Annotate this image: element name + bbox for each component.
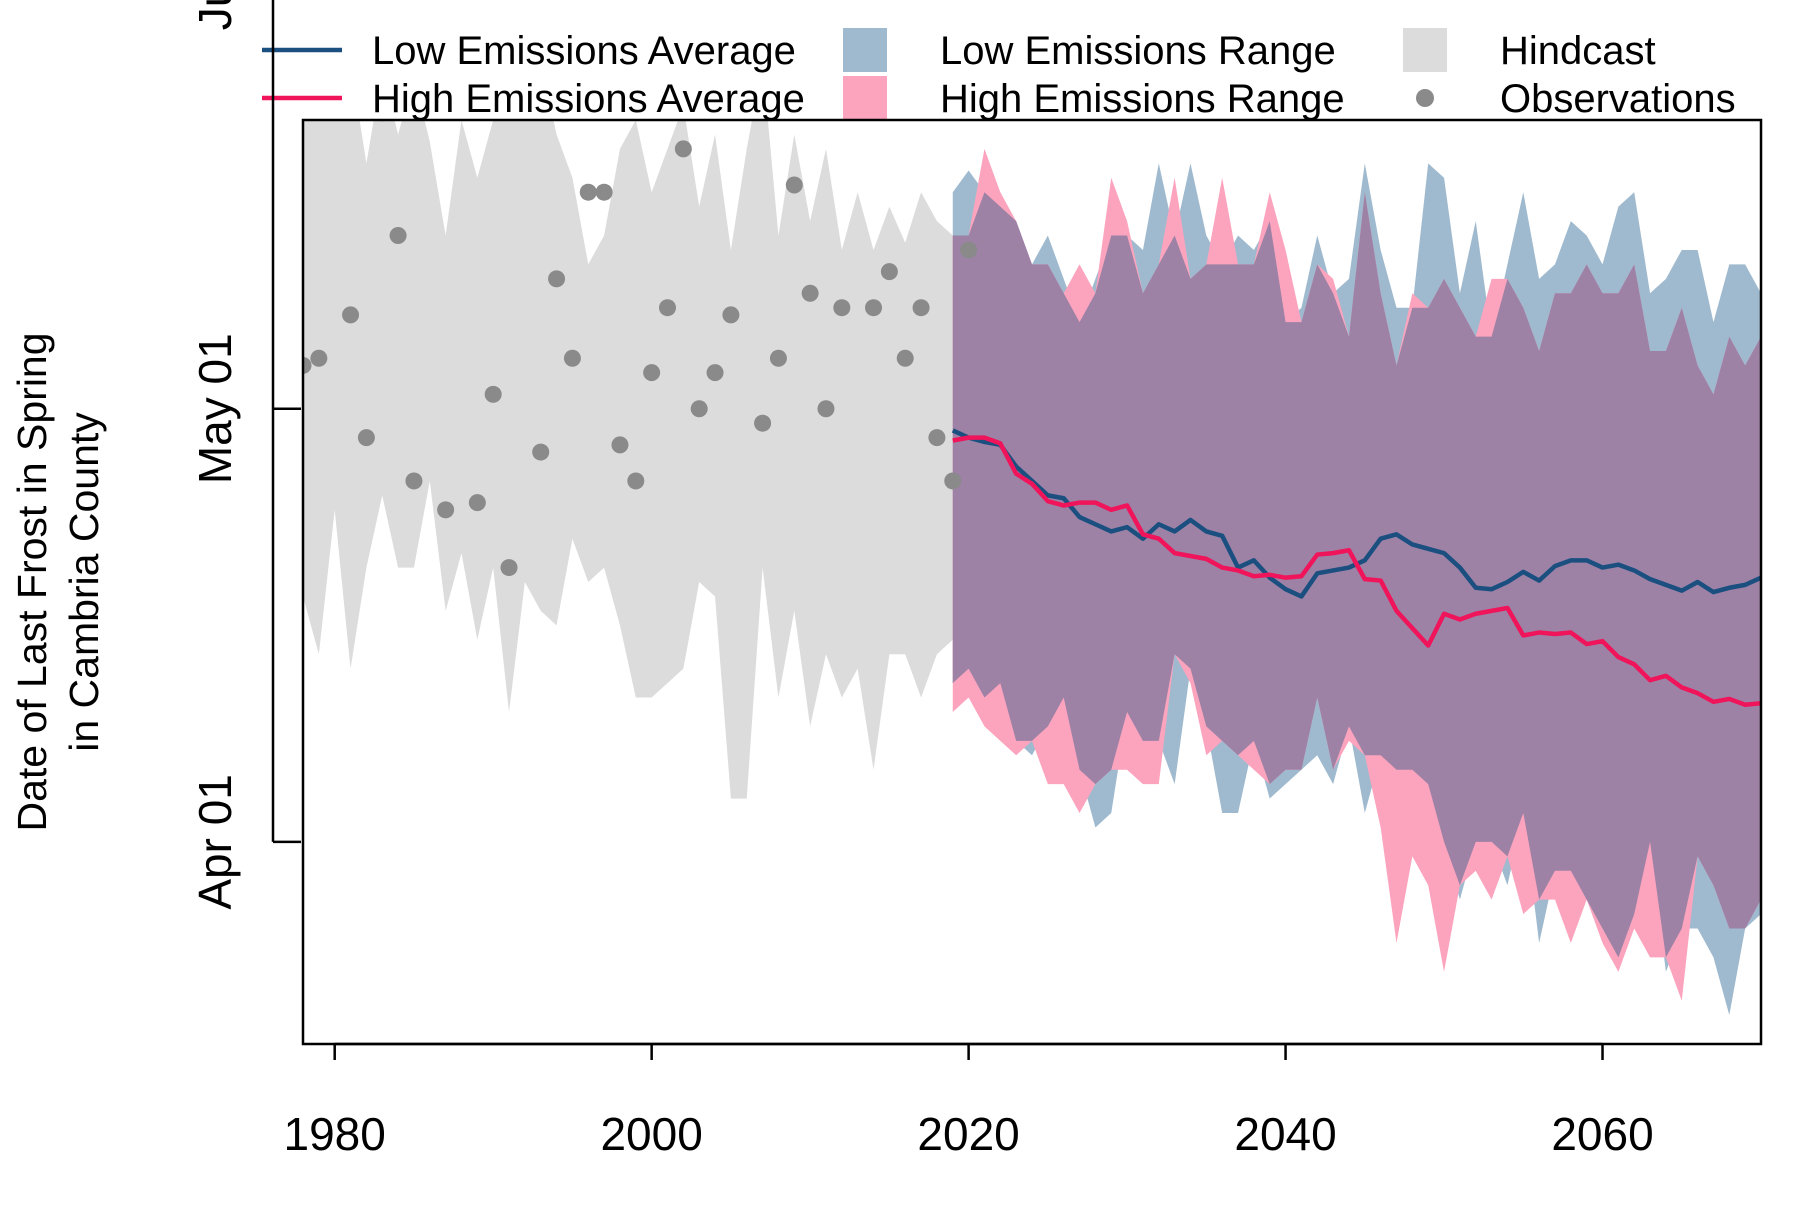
legend-label: High Emissions Average bbox=[372, 77, 805, 121]
observation-point bbox=[912, 299, 930, 317]
observation-point bbox=[563, 349, 581, 367]
observation-point bbox=[690, 400, 708, 418]
legend-swatch-band bbox=[843, 76, 887, 120]
x-tick-label: 2040 bbox=[1234, 1108, 1336, 1160]
observation-point bbox=[389, 227, 407, 244]
observation-point bbox=[659, 299, 676, 317]
x-tick-label: 2000 bbox=[600, 1108, 702, 1160]
observation-point bbox=[801, 284, 819, 302]
legend-label: Hindcast bbox=[1500, 29, 1656, 73]
legend-swatch-band bbox=[843, 28, 887, 72]
observation-point bbox=[579, 183, 597, 201]
observation-point bbox=[880, 263, 898, 281]
x-tick-label: 2020 bbox=[917, 1108, 1019, 1160]
observation-point bbox=[611, 436, 629, 454]
observation-point bbox=[928, 429, 946, 447]
observation-point bbox=[500, 559, 518, 577]
observation-point bbox=[627, 472, 645, 490]
x-tick-label: 2060 bbox=[1551, 1108, 1653, 1160]
observation-point bbox=[310, 349, 328, 367]
observation-point bbox=[674, 140, 692, 158]
observation-point bbox=[342, 306, 360, 324]
observation-point bbox=[405, 472, 423, 490]
hindcast-band bbox=[303, 120, 953, 799]
observation-point bbox=[357, 429, 375, 447]
legend-swatch-point bbox=[1416, 89, 1434, 107]
y-axis-label: Date of Last Frost in Spring in Cambria … bbox=[9, 332, 107, 831]
y-tick-label: Jun 01 bbox=[189, 0, 241, 30]
legend-label: Low Emissions Average bbox=[372, 29, 796, 73]
plot-area bbox=[303, 120, 1761, 1016]
observation-point bbox=[437, 501, 455, 519]
legend-label: Observations bbox=[1500, 77, 1736, 121]
observation-point bbox=[532, 443, 550, 461]
observation-point bbox=[865, 299, 883, 317]
y-tick-label: Apr 01 bbox=[189, 774, 241, 910]
observation-point bbox=[833, 299, 851, 317]
y-tick-label: May 01 bbox=[189, 333, 241, 484]
y-axis-label-line-2: in Cambria County bbox=[61, 412, 107, 752]
observation-point bbox=[960, 241, 978, 259]
observation-point bbox=[817, 400, 835, 418]
y-axis: Apr 01 May 01 Jun 01 bbox=[189, 0, 301, 910]
legend-label: Low Emissions Range bbox=[940, 29, 1336, 73]
observation-point bbox=[896, 349, 914, 367]
x-tick-label: 1980 bbox=[284, 1108, 386, 1160]
observation-point bbox=[754, 414, 772, 432]
observation-point bbox=[944, 472, 962, 490]
observation-point bbox=[468, 494, 486, 512]
observation-point bbox=[303, 356, 312, 374]
legend-swatch-band bbox=[1403, 28, 1447, 72]
x-axis: 1980 2000 2020 2040 2060 bbox=[284, 1042, 1654, 1160]
observation-point bbox=[548, 270, 566, 288]
range-overlap-band bbox=[952, 192, 1761, 958]
observation-point bbox=[595, 183, 613, 201]
legend-label: High Emissions Range bbox=[940, 77, 1345, 121]
observation-point bbox=[643, 364, 661, 382]
observation-point bbox=[706, 364, 724, 382]
y-axis-label-line-1: Date of Last Frost in Spring bbox=[9, 332, 55, 831]
observation-point bbox=[769, 349, 787, 367]
high-emissions-average-line bbox=[952, 435, 1761, 707]
observation-point bbox=[785, 176, 803, 194]
observation-point bbox=[722, 306, 740, 324]
observation-point bbox=[484, 385, 502, 403]
